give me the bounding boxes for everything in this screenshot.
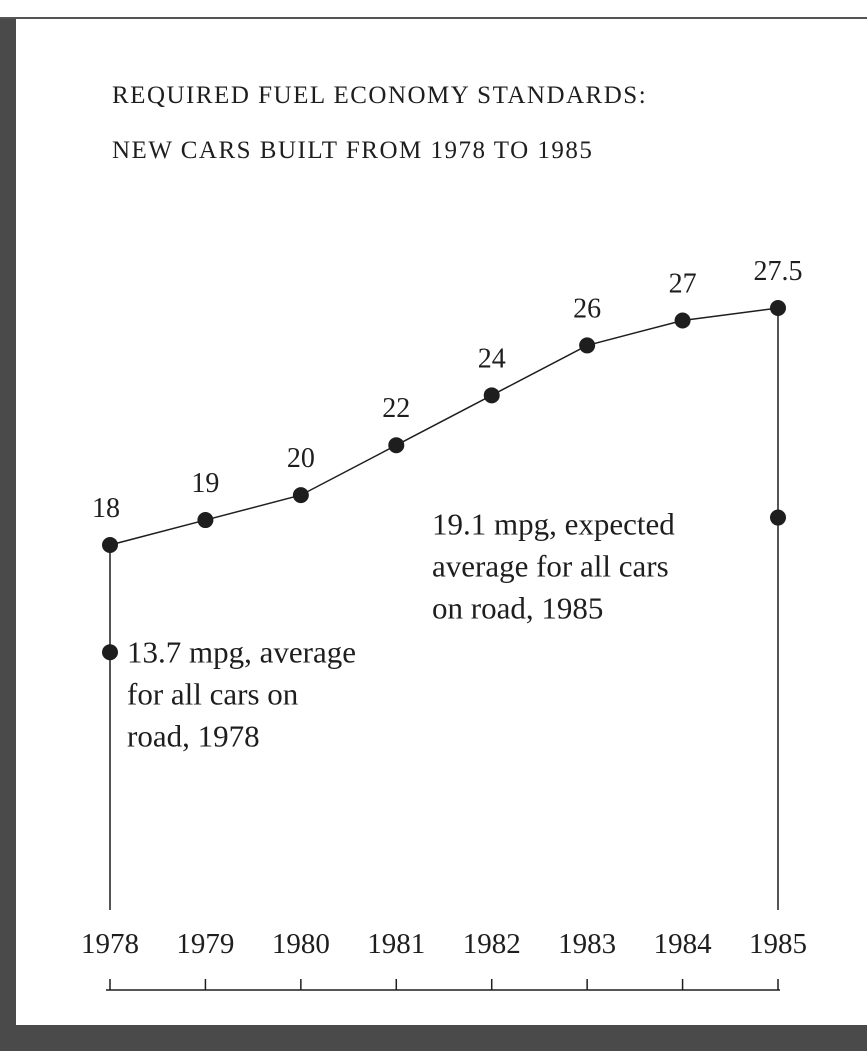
x-tick-label: 1982 bbox=[463, 928, 521, 960]
annotation-text: average for all cars bbox=[432, 549, 669, 584]
series-line bbox=[109, 307, 779, 546]
data-label: 24 bbox=[478, 343, 506, 374]
data-label: 18 bbox=[92, 493, 120, 524]
data-point bbox=[770, 300, 786, 316]
data-point bbox=[197, 512, 214, 529]
x-tick-label: 1983 bbox=[558, 928, 616, 960]
data-label: 22 bbox=[382, 393, 410, 424]
left-border bbox=[0, 18, 16, 1051]
data-label: 27 bbox=[669, 268, 697, 299]
x-tick-label: 1979 bbox=[176, 928, 234, 960]
data-point bbox=[102, 537, 118, 553]
bottom-border bbox=[0, 1025, 867, 1051]
annotation-text: road, 1978 bbox=[127, 718, 260, 753]
x-tick-label: 1985 bbox=[749, 928, 807, 960]
annotation-text: 13.7 mpg, average bbox=[127, 634, 356, 669]
data-point bbox=[292, 487, 309, 504]
chart-subtitle: NEW CARS BUILT FROM 1978 TO 1985 bbox=[112, 137, 593, 164]
annotation-text: for all cars on bbox=[127, 676, 299, 711]
annotation-point bbox=[770, 509, 786, 526]
chart-title: REQUIRED FUEL ECONOMY STANDARDS: bbox=[112, 82, 647, 109]
x-tick-label: 1980 bbox=[272, 928, 330, 960]
annotation-text: on road, 1985 bbox=[432, 591, 603, 626]
annotation-text: 19.1 mpg, expected bbox=[432, 507, 675, 542]
data-label: 27.5 bbox=[754, 256, 803, 287]
annotation-point bbox=[102, 644, 118, 661]
data-label: 19 bbox=[191, 468, 219, 499]
x-tick-label: 1978 bbox=[81, 928, 139, 960]
x-tick-label: 1981 bbox=[367, 928, 425, 960]
data-point bbox=[674, 312, 691, 329]
data-label: 20 bbox=[287, 443, 315, 474]
data-label: 26 bbox=[573, 293, 601, 324]
data-point bbox=[483, 387, 500, 404]
data-point bbox=[388, 437, 405, 454]
x-tick-label: 1984 bbox=[654, 928, 713, 960]
data-point bbox=[579, 337, 596, 354]
